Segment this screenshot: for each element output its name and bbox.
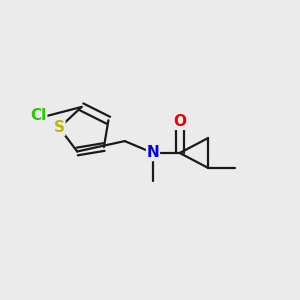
Text: O: O <box>173 114 186 129</box>
Text: N: N <box>147 146 159 160</box>
Text: Cl: Cl <box>30 108 47 123</box>
Text: S: S <box>54 120 65 135</box>
